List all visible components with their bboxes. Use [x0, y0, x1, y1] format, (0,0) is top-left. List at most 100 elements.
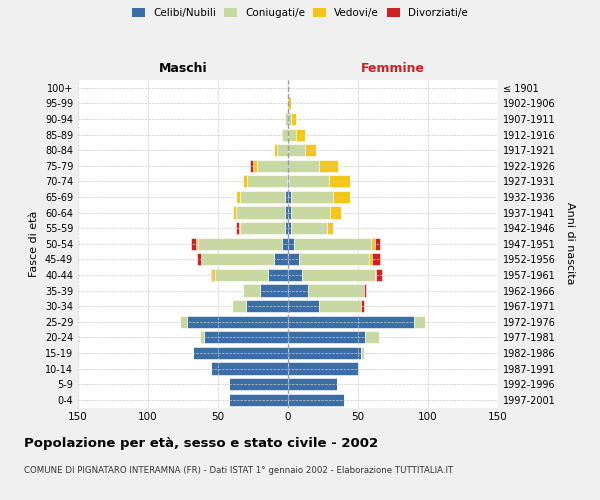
Bar: [277, 144, 288, 156]
Bar: [364, 284, 367, 296]
Bar: [260, 284, 288, 296]
Bar: [288, 206, 291, 218]
Bar: [372, 254, 380, 266]
Bar: [211, 362, 288, 374]
Bar: [329, 176, 350, 188]
Bar: [375, 269, 376, 281]
Bar: [243, 176, 247, 188]
Bar: [187, 316, 288, 328]
Bar: [253, 160, 257, 172]
Text: Femmine: Femmine: [361, 62, 425, 76]
Bar: [288, 144, 305, 156]
Bar: [180, 316, 187, 328]
Bar: [241, 222, 285, 234]
Bar: [291, 222, 327, 234]
Bar: [283, 238, 288, 250]
Bar: [196, 238, 199, 250]
Bar: [288, 284, 308, 296]
Bar: [299, 254, 369, 266]
Bar: [212, 269, 215, 281]
Bar: [319, 160, 338, 172]
Bar: [288, 331, 365, 344]
Y-axis label: Anni di nascita: Anni di nascita: [565, 202, 575, 285]
Bar: [288, 362, 358, 374]
Bar: [302, 269, 375, 281]
Bar: [369, 254, 372, 266]
Bar: [232, 300, 246, 312]
Bar: [291, 191, 333, 203]
Bar: [291, 113, 296, 125]
Bar: [236, 206, 285, 218]
Bar: [291, 206, 330, 218]
Bar: [288, 269, 302, 281]
Bar: [327, 222, 333, 234]
Bar: [241, 191, 285, 203]
Bar: [375, 238, 380, 250]
Bar: [288, 160, 319, 172]
Bar: [236, 191, 241, 203]
Bar: [247, 176, 287, 188]
Bar: [333, 191, 350, 203]
Bar: [296, 128, 305, 140]
Bar: [288, 238, 293, 250]
Bar: [281, 128, 283, 140]
Bar: [288, 128, 296, 140]
Bar: [288, 176, 289, 188]
Bar: [288, 113, 291, 125]
Bar: [268, 269, 288, 281]
Text: Popolazione per età, sesso e stato civile - 2002: Popolazione per età, sesso e stato civil…: [24, 438, 378, 450]
Bar: [239, 222, 241, 234]
Bar: [246, 300, 288, 312]
Bar: [288, 254, 299, 266]
Bar: [193, 347, 288, 359]
Bar: [197, 254, 201, 266]
Bar: [288, 98, 291, 110]
Bar: [233, 206, 236, 218]
Bar: [215, 269, 268, 281]
Bar: [371, 238, 375, 250]
Y-axis label: Fasce di età: Fasce di età: [29, 210, 39, 277]
Bar: [285, 113, 288, 125]
Legend: Celibi/Nubili, Coniugati/e, Vedovi/e, Divorziati/e: Celibi/Nubili, Coniugati/e, Vedovi/e, Di…: [129, 5, 471, 21]
Bar: [361, 347, 364, 359]
Bar: [288, 222, 291, 234]
Bar: [330, 206, 341, 218]
Bar: [200, 331, 204, 344]
Bar: [288, 316, 414, 328]
Bar: [305, 144, 316, 156]
Bar: [211, 269, 212, 281]
Bar: [289, 176, 329, 188]
Bar: [288, 191, 291, 203]
Bar: [414, 316, 425, 328]
Bar: [285, 222, 288, 234]
Bar: [288, 347, 361, 359]
Bar: [204, 331, 288, 344]
Bar: [257, 160, 288, 172]
Bar: [250, 160, 253, 172]
Bar: [229, 378, 288, 390]
Bar: [288, 378, 337, 390]
Bar: [293, 238, 371, 250]
Bar: [229, 394, 288, 406]
Bar: [274, 254, 288, 266]
Bar: [287, 176, 288, 188]
Bar: [201, 254, 274, 266]
Bar: [288, 300, 319, 312]
Text: Maschi: Maschi: [158, 62, 208, 76]
Bar: [285, 191, 288, 203]
Bar: [191, 238, 196, 250]
Bar: [285, 206, 288, 218]
Bar: [236, 222, 239, 234]
Bar: [243, 284, 260, 296]
Bar: [319, 300, 361, 312]
Bar: [287, 98, 288, 110]
Bar: [283, 128, 288, 140]
Bar: [199, 238, 283, 250]
Text: COMUNE DI PIGNATARO INTERAMNA (FR) - Dati ISTAT 1° gennaio 2002 - Elaborazione T: COMUNE DI PIGNATARO INTERAMNA (FR) - Dat…: [24, 466, 453, 475]
Bar: [376, 269, 382, 281]
Bar: [361, 300, 364, 312]
Bar: [308, 284, 364, 296]
Bar: [288, 394, 344, 406]
Bar: [365, 331, 379, 344]
Bar: [274, 144, 277, 156]
